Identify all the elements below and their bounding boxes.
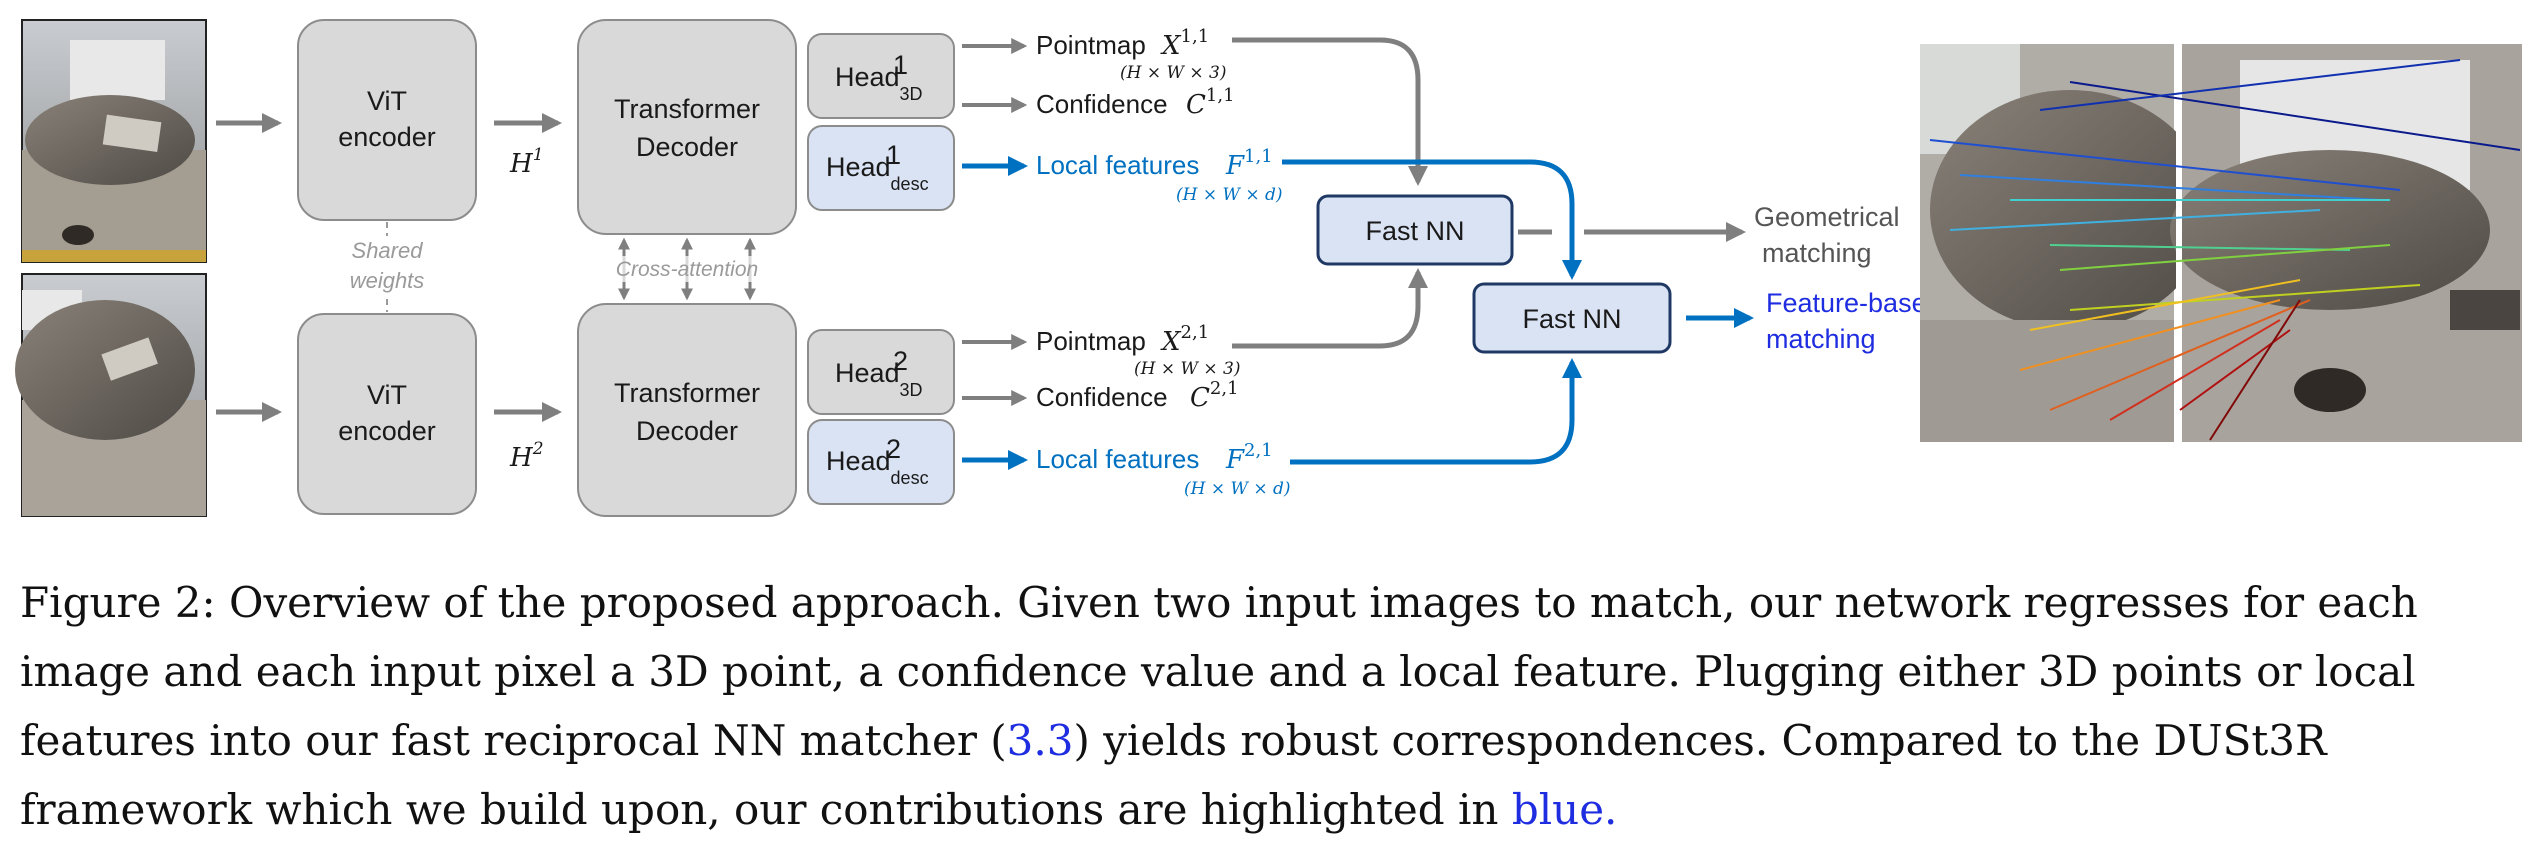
architecture-diagram: ViT encoder ViT encoder Shared weights H…: [15, 19, 2522, 517]
f11-symbol: F1,1: [1225, 146, 1273, 181]
svg-text:1: 1: [893, 50, 908, 80]
geometrical-matching-line1: Geometrical: [1754, 202, 1900, 232]
head-desc-2: Headdesc 2: [807, 419, 955, 505]
shared-weights-label-2: weights: [350, 268, 425, 293]
section-reference-link[interactable]: 3.3: [1006, 716, 1074, 765]
dim-f21: (H × W × d): [1184, 479, 1291, 499]
vit-encoder-1: ViT encoder: [297, 19, 477, 221]
correspondence-result-image: [1920, 44, 2522, 442]
head-desc-1: Headdesc 1: [807, 125, 955, 211]
decoder-1-line2: Decoder: [636, 132, 738, 162]
fast-nn-geometric: Fast NN: [1316, 194, 1514, 266]
h2-label: H2: [509, 439, 544, 473]
fast-nn-2-label: Fast NN: [1522, 304, 1621, 334]
geometrical-matching-line2: matching: [1762, 238, 1872, 268]
x11-symbol: X1,1: [1160, 26, 1209, 61]
confidence-2-label: Confidence: [1036, 382, 1168, 412]
fast-nn-1-label: Fast NN: [1365, 216, 1464, 246]
pointmap-2-label: Pointmap: [1036, 326, 1146, 356]
svg-text:Head3D: Head3D: [835, 358, 923, 400]
feature-matching-line2: matching: [1766, 324, 1876, 354]
head-3d-1: Head3D 1: [807, 33, 955, 119]
vit-encoder-2-line1: ViT: [367, 380, 407, 410]
pointmap-1-label: Pointmap: [1036, 30, 1146, 60]
features-2-label: Local features: [1036, 444, 1199, 474]
figure-caption: Figure 2: Overview of the proposed appro…: [20, 568, 2525, 844]
decoder-2-line2: Decoder: [636, 416, 738, 446]
svg-text:Headdesc: Headdesc: [826, 152, 929, 194]
svg-text:Headdesc: Headdesc: [826, 446, 929, 488]
dim-f11: (H × W × d): [1176, 185, 1283, 205]
c11-symbol: C1,1: [1186, 85, 1235, 120]
connector-f21-fastnn2: [1290, 358, 1582, 465]
dim-x11: (H × W × 3): [1120, 63, 1226, 83]
x21-symbol: X2,1: [1160, 322, 1209, 357]
input-image-1: [21, 19, 207, 263]
connector-f11-fastnn2: [1282, 159, 1582, 280]
fast-nn-features: Fast NN: [1472, 282, 1672, 354]
c21-symbol: C2,1: [1190, 378, 1239, 413]
features-1-label: Local features: [1036, 150, 1199, 180]
transformer-decoder-2: Transformer Decoder: [577, 303, 797, 517]
caption-text-part1: Figure 2: Overview of the proposed appro…: [20, 578, 2418, 765]
feature-matching-line1: Feature-based: [1766, 288, 1942, 318]
transformer-decoder-1: Transformer Decoder: [577, 19, 797, 235]
connector-x11-fastnn1: [1232, 37, 1428, 186]
svg-text:2: 2: [893, 346, 908, 376]
f21-symbol: F2,1: [1225, 440, 1273, 475]
connector-x21-fastnn1: [1232, 268, 1428, 349]
shared-weights-label-1: Shared: [352, 238, 424, 263]
caption-blue-word: blue.: [1511, 785, 1618, 834]
svg-text:1: 1: [886, 140, 901, 170]
h1-label: H1: [509, 145, 544, 179]
decoder-1-line1: Transformer: [614, 94, 760, 124]
figure-page: ViT encoder ViT encoder Shared weights H…: [15, 19, 2522, 834]
vit-encoder-1-line1: ViT: [367, 86, 407, 116]
dim-x21: (H × W × 3): [1134, 359, 1240, 379]
svg-text:2: 2: [886, 434, 901, 464]
vit-encoder-1-line2: encoder: [338, 122, 436, 152]
head-3d-2: Head3D 2: [807, 329, 955, 415]
input-image-2: [15, 273, 207, 517]
svg-text:Head3D: Head3D: [835, 62, 923, 104]
vit-encoder-2: ViT encoder: [297, 313, 477, 515]
confidence-1-label: Confidence: [1036, 89, 1168, 119]
decoder-2-line1: Transformer: [614, 378, 760, 408]
vit-encoder-2-line2: encoder: [338, 416, 436, 446]
cross-attention-label: Cross-attention: [616, 258, 758, 281]
